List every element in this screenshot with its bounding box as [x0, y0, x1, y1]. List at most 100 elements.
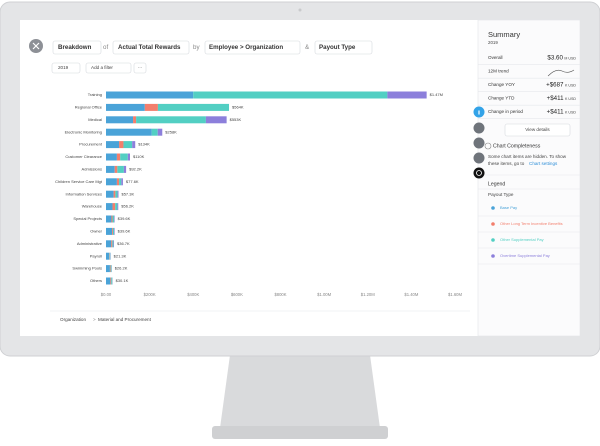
header-text: Payout Type — [319, 44, 356, 51]
main-panel: Breakdown of Actual Total Rewards by Emp… — [29, 39, 470, 322]
bar-segment[interactable] — [112, 227, 113, 235]
bar-segment[interactable] — [112, 215, 115, 223]
camera — [298, 8, 302, 12]
bar-segment[interactable] — [106, 277, 111, 285]
summary-value: +$687 — [546, 82, 564, 89]
category-label: Special Projects — [73, 216, 102, 221]
bar-segment[interactable] — [106, 265, 110, 273]
bar-segment[interactable] — [127, 153, 130, 161]
summary-unit: M USD — [564, 56, 576, 60]
view-details-button[interactable] — [504, 123, 571, 137]
bar-segment[interactable] — [106, 190, 114, 198]
category-label: Medical — [88, 117, 102, 122]
bar-segment[interactable] — [106, 91, 194, 99]
bar-segment[interactable] — [115, 203, 118, 211]
bar-segment[interactable] — [193, 91, 388, 99]
bar-segment[interactable] — [114, 165, 118, 173]
chip[interactable] — [112, 40, 190, 55]
zoom-tool[interactable] — [473, 122, 485, 134]
value-label: $39.6K — [118, 216, 131, 221]
legend-label[interactable]: Overtime Supplemental Pay — [500, 253, 550, 258]
bar-segment[interactable] — [106, 128, 152, 136]
legend-label[interactable]: Base Pay — [500, 205, 517, 210]
bar-segment[interactable] — [132, 141, 136, 149]
bar-segment[interactable] — [109, 265, 111, 273]
chip[interactable] — [204, 40, 301, 55]
bar-segment[interactable] — [109, 252, 111, 260]
breadcrumb-sep: > — [93, 317, 96, 322]
bar-segment[interactable] — [119, 141, 124, 149]
bar-segment[interactable] — [133, 116, 137, 124]
bar-segment[interactable] — [120, 153, 128, 161]
bar-segment[interactable] — [123, 165, 127, 173]
summary-unit: K USD — [565, 110, 576, 114]
bar-segment[interactable] — [112, 240, 114, 248]
bar-segment[interactable] — [106, 203, 113, 211]
bar-segment[interactable] — [117, 190, 119, 198]
value-label: $30.1K — [116, 278, 129, 283]
bar-segment[interactable] — [121, 178, 123, 186]
bar-segment[interactable] — [106, 153, 117, 161]
chip[interactable] — [314, 40, 373, 55]
bar-segment[interactable] — [106, 252, 110, 260]
category-label: Children Service Care Mgt — [55, 179, 103, 184]
bar-segment[interactable] — [106, 116, 134, 124]
bar-segment[interactable] — [387, 91, 427, 99]
bar-segment[interactable] — [111, 215, 113, 223]
bar-segment[interactable] — [112, 203, 116, 211]
bar-segment[interactable] — [117, 165, 124, 173]
bar-segment[interactable] — [106, 141, 120, 149]
bar-segment[interactable] — [116, 153, 121, 161]
bar-segment[interactable] — [112, 227, 115, 235]
bar-segment[interactable] — [106, 103, 145, 111]
settings-tool[interactable] — [473, 137, 485, 149]
bar-segment[interactable] — [106, 178, 117, 186]
bar-segment[interactable] — [110, 265, 112, 273]
trend-sparkline — [547, 69, 575, 77]
bar-segment[interactable] — [106, 240, 112, 248]
bar-segment[interactable] — [119, 178, 122, 186]
bar-segment[interactable] — [110, 277, 112, 285]
bar-segment[interactable] — [106, 227, 113, 235]
bar-segment[interactable] — [114, 215, 115, 223]
bar-segment[interactable] — [144, 103, 158, 111]
legend-label[interactable]: Other Long Term Incentive Benefits — [500, 221, 563, 226]
chip[interactable] — [52, 40, 102, 55]
bar-segment[interactable] — [123, 141, 133, 149]
summary-label: Overall — [488, 55, 503, 60]
summary-label: Change YOY — [488, 82, 515, 87]
legend-label[interactable]: Other Supplemental Pay — [500, 237, 544, 242]
bar-segment[interactable] — [106, 215, 112, 223]
value-label: $553K — [230, 117, 242, 122]
bar-segment[interactable] — [136, 116, 206, 124]
bar-segment[interactable] — [115, 190, 118, 198]
bar-segment[interactable] — [116, 178, 120, 186]
legend-swatch — [491, 206, 495, 210]
category-label: Admissions — [82, 166, 102, 171]
bar-segment[interactable] — [151, 128, 158, 136]
chart-settings-link[interactable]: Chart settings — [529, 161, 558, 166]
filter-chip[interactable] — [85, 62, 132, 74]
filter-chip[interactable] — [51, 62, 81, 74]
bar-segment[interactable] — [157, 103, 230, 111]
bar-segment[interactable] — [111, 277, 113, 285]
bar-segment[interactable] — [157, 128, 163, 136]
more-text: ··· — [138, 65, 143, 70]
breadcrumb[interactable]: Organization — [60, 317, 86, 322]
bar-segment[interactable] — [111, 240, 113, 248]
header-text: Breakdown — [58, 44, 92, 51]
share-tool[interactable] — [473, 167, 485, 179]
bar-segment[interactable] — [117, 203, 119, 211]
bar-segment[interactable] — [106, 165, 115, 173]
bar-segment[interactable] — [113, 240, 115, 248]
bar-segment[interactable] — [114, 227, 115, 235]
bar-segment[interactable] — [113, 190, 116, 198]
category-label: Owner — [90, 228, 102, 233]
more-button[interactable] — [133, 62, 147, 74]
bar-segment[interactable] — [205, 116, 227, 124]
category-label: Electronic Monitoring — [65, 129, 102, 134]
x-tick-label: $1.40M — [404, 292, 418, 297]
comment-tool[interactable] — [473, 152, 485, 164]
summary-label: Change in period — [488, 109, 523, 114]
x-tick-label: $1.60M — [448, 292, 462, 297]
